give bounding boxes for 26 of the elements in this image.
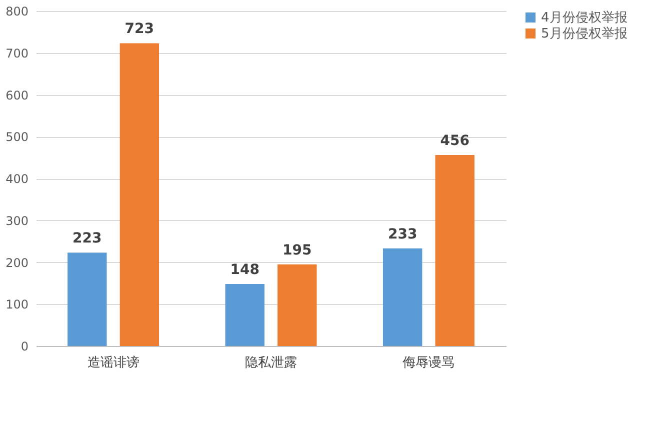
data-label: 233	[388, 226, 418, 242]
x-tick-label: 隐私泄露	[245, 356, 297, 370]
data-label: 456	[440, 133, 470, 150]
y-tick-label: 500	[6, 130, 28, 144]
legend-label: 4月份侵权举报	[541, 10, 628, 26]
y-tick-label: 600	[6, 88, 28, 102]
x-tick-label: 造谣诽谤	[87, 356, 140, 370]
legend-label: 5月份侵权举报	[541, 26, 628, 42]
bar	[382, 248, 422, 346]
y-tick-label: 800	[6, 4, 28, 18]
y-tick-label: 400	[6, 172, 28, 186]
bar	[435, 155, 474, 346]
bar	[68, 252, 107, 346]
data-label: 148	[230, 262, 260, 278]
y-tick-label: 0	[20, 340, 28, 354]
bar	[278, 264, 317, 346]
y-tick-label: 200	[6, 256, 28, 270]
bar	[120, 43, 160, 346]
y-tick-label: 300	[6, 214, 28, 228]
x-tick-label: 侮辱谩骂	[402, 356, 455, 370]
y-tick-label: 100	[6, 298, 28, 312]
data-label: 223	[72, 230, 102, 247]
y-tick-label: 700	[6, 46, 28, 60]
data-label: 723	[124, 21, 154, 38]
bar	[225, 284, 264, 346]
data-label: 195	[282, 242, 312, 258]
